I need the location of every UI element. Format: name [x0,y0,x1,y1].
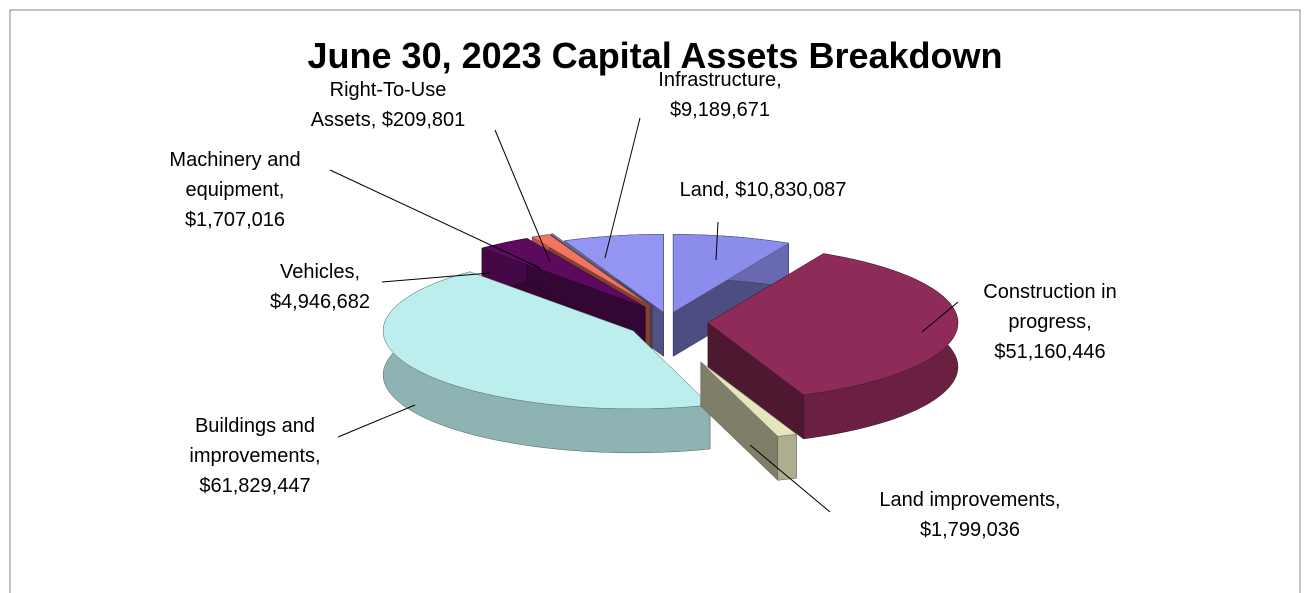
chart-title: June 30, 2023 Capital Assets Breakdown [308,35,1003,76]
slice-top [672,234,790,313]
slice-top [563,234,664,313]
slice-top [700,361,798,437]
leader-line [329,169,541,269]
slice-top [550,233,653,306]
data-label: Buildings and improvements, $61,829,447 [189,415,320,497]
chart-frame [9,9,1301,593]
pie-slice [700,361,798,481]
leader-line [715,221,719,261]
slice-wall [777,433,797,481]
leader-line [337,404,416,438]
leader-line [749,444,831,513]
pie-slice [672,234,790,357]
data-label: Construction in progress, $51,160,446 [983,281,1116,363]
pie-slice [481,237,646,352]
slice-top [531,234,651,307]
leader-line [604,117,641,259]
pie-slice [382,271,711,454]
leader-line [921,301,959,333]
leader-line [381,272,491,283]
data-label: Vehicles, $4,946,682 [270,261,370,313]
slice-top [707,253,959,396]
slice-top [481,238,646,308]
data-label: Machinery and equipment, $1,707,016 [169,149,300,231]
slice-top [382,271,711,410]
leader-line [494,129,551,263]
data-label: Land improvements, $1,799,036 [879,489,1060,541]
data-label: Land, $10,830,087 [680,179,847,201]
pie-slice [707,253,959,440]
data-label: Infrastructure, $9,189,671 [658,69,781,121]
data-label: Right-To-Use Assets, $209,801 [311,79,466,131]
